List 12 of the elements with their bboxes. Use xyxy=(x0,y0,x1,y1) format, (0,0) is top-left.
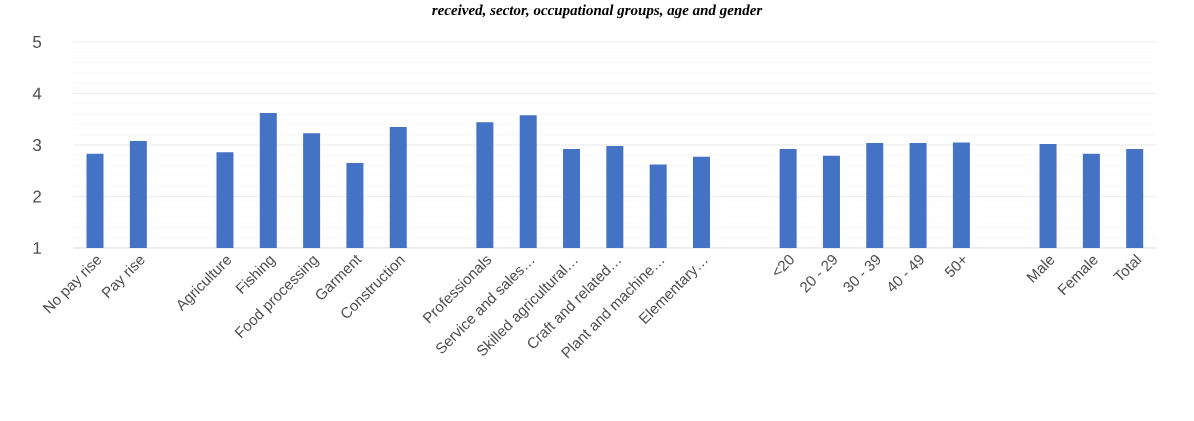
x-tick-label: <20 xyxy=(774,254,794,275)
y-tick-label: 2 xyxy=(33,190,41,203)
x-tick-label: 30 - 39 xyxy=(843,255,881,292)
x-tick-label: 40 - 49 xyxy=(888,255,924,292)
y-tick-label: 5 xyxy=(33,36,42,48)
y-tick-label: 1 xyxy=(33,242,41,254)
x-tick-label: Pay rise xyxy=(101,256,145,299)
x-tick-label: 50+ xyxy=(944,257,966,277)
x-tick-label: 20 - 29 xyxy=(800,255,837,293)
y-tick-label: 3 xyxy=(33,138,42,152)
y-tick-label: 4 xyxy=(32,87,42,100)
chart-title: received, sector, occupational groups, age and gender xyxy=(432,4,763,19)
